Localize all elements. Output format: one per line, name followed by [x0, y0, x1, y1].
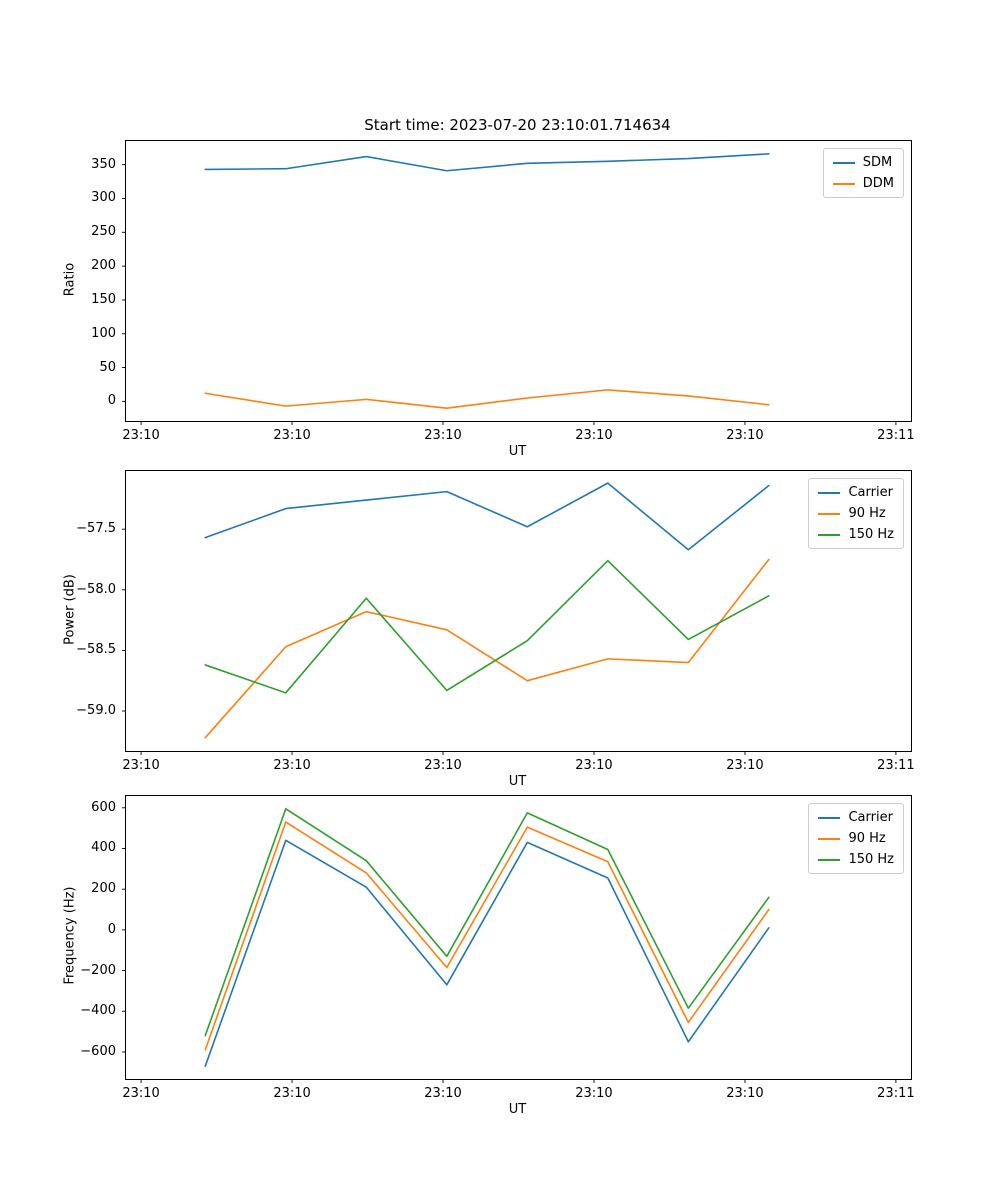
- x-tick-label: 23:10: [575, 428, 613, 443]
- legend-line-sample: [818, 533, 841, 536]
- y-axis-label-ratio: Ratio: [62, 262, 78, 297]
- series-line-150-hz: [204, 808, 770, 1037]
- legend-entry: 150 Hz: [818, 852, 894, 867]
- x-tick-label: 23:10: [273, 1086, 311, 1101]
- legend-label: 90 Hz: [848, 506, 886, 521]
- x-tick-label: 23:10: [273, 758, 311, 773]
- legend-label: 150 Hz: [848, 527, 894, 542]
- legend: SDM DDM: [822, 148, 904, 198]
- legend-label: 150 Hz: [848, 852, 894, 867]
- legend-entry: Carrier: [818, 485, 894, 500]
- legend: Carrier 90 Hz 150 Hz: [808, 478, 904, 549]
- ratio-plot-area: 23:10 23:10 23:10 23:10 23:10 23:11 0 50 100 150 2…: [91, 140, 915, 443]
- legend-label: 90 Hz: [848, 831, 886, 846]
- y-tick-label: 100: [91, 325, 116, 341]
- x-tick-label: 23:10: [575, 1086, 613, 1101]
- x-tick-label: 23:11: [877, 758, 915, 773]
- legend-label: Carrier: [848, 810, 893, 825]
- figure-title: Start time: 2023-07-20 23:10:01.714634: [364, 116, 671, 134]
- x-tick-label: 23:10: [424, 428, 462, 443]
- y-tick-label: 0: [107, 393, 116, 409]
- y-axis-label-frequency: Frequency (Hz): [62, 886, 78, 985]
- legend-line-sample: [818, 512, 841, 515]
- x-tick-label: 23:10: [122, 758, 160, 773]
- legend-entry: DDM: [832, 176, 894, 191]
- legend-line-sample: [818, 858, 841, 861]
- y-tick-label: −58.0: [76, 581, 116, 597]
- y-tick-label: −58.5: [76, 642, 116, 658]
- x-tick-label: 23:10: [726, 758, 764, 773]
- y-tick-label: −200: [80, 962, 116, 978]
- power-plot-area: 23:10 23:10 23:10 23:10 23:10 23:11 −59.0 −58.5…: [76, 470, 915, 773]
- x-tick-label: 23:10: [424, 758, 462, 773]
- legend-label: Carrier: [848, 485, 893, 500]
- frequency-plot-area: 23:10 23:10 23:10 23:10 23:10 23:11 −600 −400 −2…: [80, 795, 915, 1101]
- x-axis-label-ratio: UT: [508, 444, 527, 459]
- legend-line-sample: [818, 491, 841, 494]
- legend-entry: SDM: [832, 155, 894, 170]
- series-line-carrier: [204, 482, 770, 551]
- legend-line-sample: [832, 182, 855, 185]
- x-tick-label: 23:11: [877, 428, 915, 443]
- y-tick-label: 50: [99, 359, 116, 375]
- series-line-sdm: [204, 153, 770, 172]
- legend-line-sample: [818, 837, 841, 840]
- x-axis-label-frequency: UT: [508, 1102, 527, 1117]
- legend-entry: 90 Hz: [818, 831, 894, 846]
- legend-label: DDM: [862, 176, 894, 191]
- x-tick-label: 23:10: [726, 1086, 764, 1101]
- y-tick-label: 350: [91, 156, 116, 172]
- x-axis-label-power: UT: [508, 774, 527, 789]
- x-tick-label: 23:10: [122, 428, 160, 443]
- y-tick-label: 200: [91, 881, 116, 897]
- y-tick-label: −400: [80, 1003, 116, 1019]
- x-tick-label: 23:10: [726, 428, 764, 443]
- series-line-carrier: [204, 839, 770, 1067]
- series-line-150-hz: [204, 559, 770, 694]
- legend-entry: 90 Hz: [818, 506, 894, 521]
- x-tick-label: 23:10: [424, 1086, 462, 1101]
- y-tick-label: 400: [91, 840, 116, 856]
- legend-line-sample: [832, 161, 855, 164]
- y-tick-label: 150: [91, 292, 116, 308]
- y-tick-label: 250: [91, 224, 116, 240]
- legend-entry: Carrier: [818, 810, 894, 825]
- series-line-90-hz: [204, 558, 770, 739]
- y-tick-label: 300: [91, 190, 116, 206]
- y-tick-label: 0: [107, 922, 116, 938]
- chart-canvas: [122, 807, 897, 1083]
- legend-entry: 150 Hz: [818, 527, 894, 542]
- chart-canvas: [122, 153, 897, 425]
- y-tick-label: −600: [80, 1044, 116, 1060]
- y-tick-label: 600: [91, 799, 116, 815]
- x-tick-label: 23:10: [122, 1086, 160, 1101]
- series-line-ddm: [204, 389, 770, 409]
- legend-label: SDM: [862, 155, 893, 170]
- x-tick-label: 23:10: [575, 758, 613, 773]
- legend-line-sample: [818, 816, 841, 819]
- x-tick-label: 23:10: [273, 428, 311, 443]
- x-tick-label: 23:11: [877, 1086, 915, 1101]
- y-tick-label: 200: [91, 258, 116, 274]
- series-line-90-hz: [204, 821, 770, 1051]
- y-tick-label: −59.0: [76, 703, 116, 719]
- y-tick-label: −57.5: [76, 521, 116, 537]
- chart-canvas: [122, 482, 897, 755]
- legend: Carrier 90 Hz 150 Hz: [808, 803, 904, 874]
